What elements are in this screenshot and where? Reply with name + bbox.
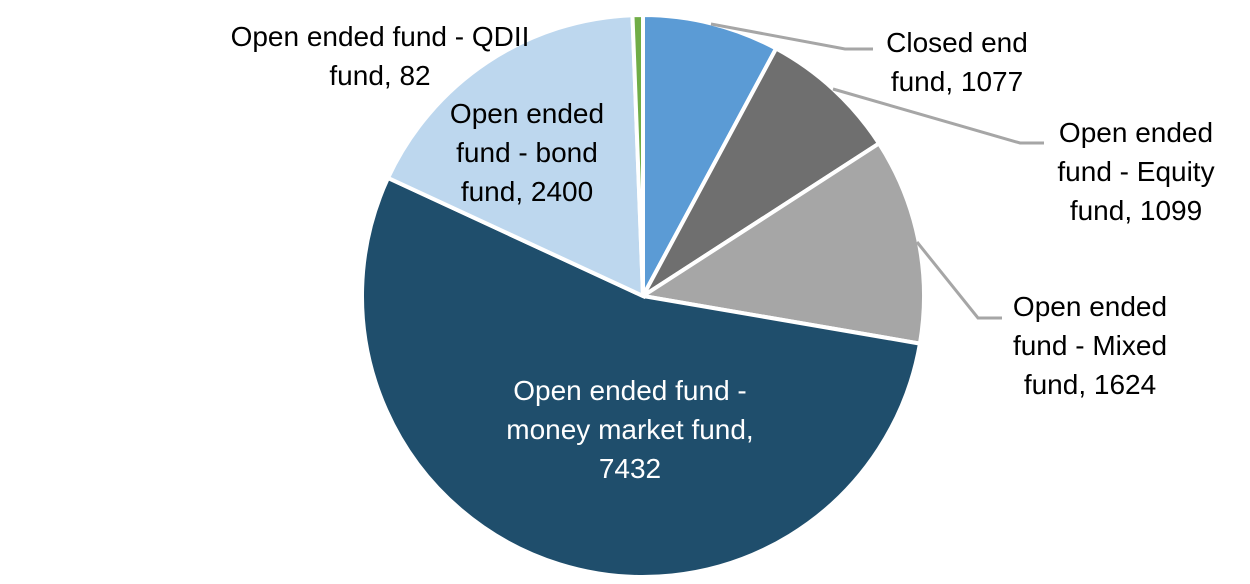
leader-line-open-ended-mixed-fund [915,241,1002,320]
data-label-closed-end-fund: Closed end fund, 1077 [886,27,1028,97]
leader-line-open-ended-equity-fund [832,87,1044,145]
data-label-open-ended-mixed-fund: Open ended fund - Mixed fund, 1624 [1013,291,1167,400]
data-label-open-ended-bond-fund: Open ended fund - bond fund, 2400 [450,98,604,207]
data-label-open-ended-qdii-fund: Open ended fund - QDII fund, 82 [231,21,530,91]
pie-slice-open-ended-qdii-fund [630,12,645,297]
pie-slice-open-ended-money-market-fund [360,175,923,579]
data-label-open-ended-money-market-fund: Open ended fund -money market fund, 7432 [506,375,753,484]
pie-slice-open-ended-bond-fund [385,13,646,300]
data-label-open-ended-equity-fund: Open ended fund - Equity fund, 1099 [1057,117,1214,226]
leader-line-closed-end-fund [710,22,873,51]
pie-slice-open-ended-mixed-fund [637,140,926,346]
